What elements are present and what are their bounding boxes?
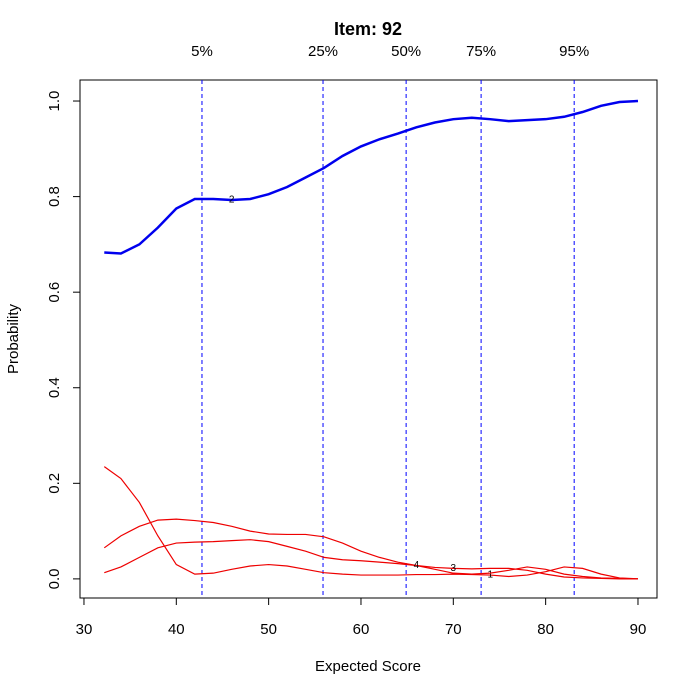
y-tick-label: 0.2 <box>46 473 63 494</box>
curve-label: 3 <box>451 563 457 574</box>
series-line <box>103 466 639 580</box>
curve-label: 4 <box>414 560 420 571</box>
y-tick-label: 0.6 <box>46 282 63 303</box>
y-tick-label: 0.0 <box>46 568 63 589</box>
quantile-label: 50% <box>391 43 421 60</box>
quantile-label: 95% <box>559 43 589 60</box>
x-tick-label: 70 <box>445 621 462 638</box>
x-tick-label: 30 <box>76 621 93 638</box>
series-line <box>103 518 638 580</box>
y-tick-label: 0.8 <box>46 186 63 207</box>
curve-label: 1 <box>487 570 493 581</box>
quantile-label: 5% <box>191 43 213 60</box>
x-tick-label: 80 <box>537 621 554 638</box>
x-tick-label: 90 <box>630 621 647 638</box>
x-tick-label: 40 <box>168 621 185 638</box>
y-axis-label: Probability <box>5 303 22 374</box>
y-tick-label: 0.4 <box>46 377 63 398</box>
quantile-label: 25% <box>308 43 338 60</box>
quantile-label: 75% <box>466 43 496 60</box>
y-tick-label: 1.0 <box>46 91 63 112</box>
chart-title: Item: 92 <box>334 19 402 39</box>
x-tick-label: 60 <box>353 621 370 638</box>
plot-frame <box>79 79 658 599</box>
x-tick-label: 50 <box>260 621 277 638</box>
x-axis-label: Expected Score <box>315 658 421 675</box>
series-line <box>104 99 639 255</box>
series-line <box>104 539 638 580</box>
curve-label: 2 <box>229 195 235 206</box>
